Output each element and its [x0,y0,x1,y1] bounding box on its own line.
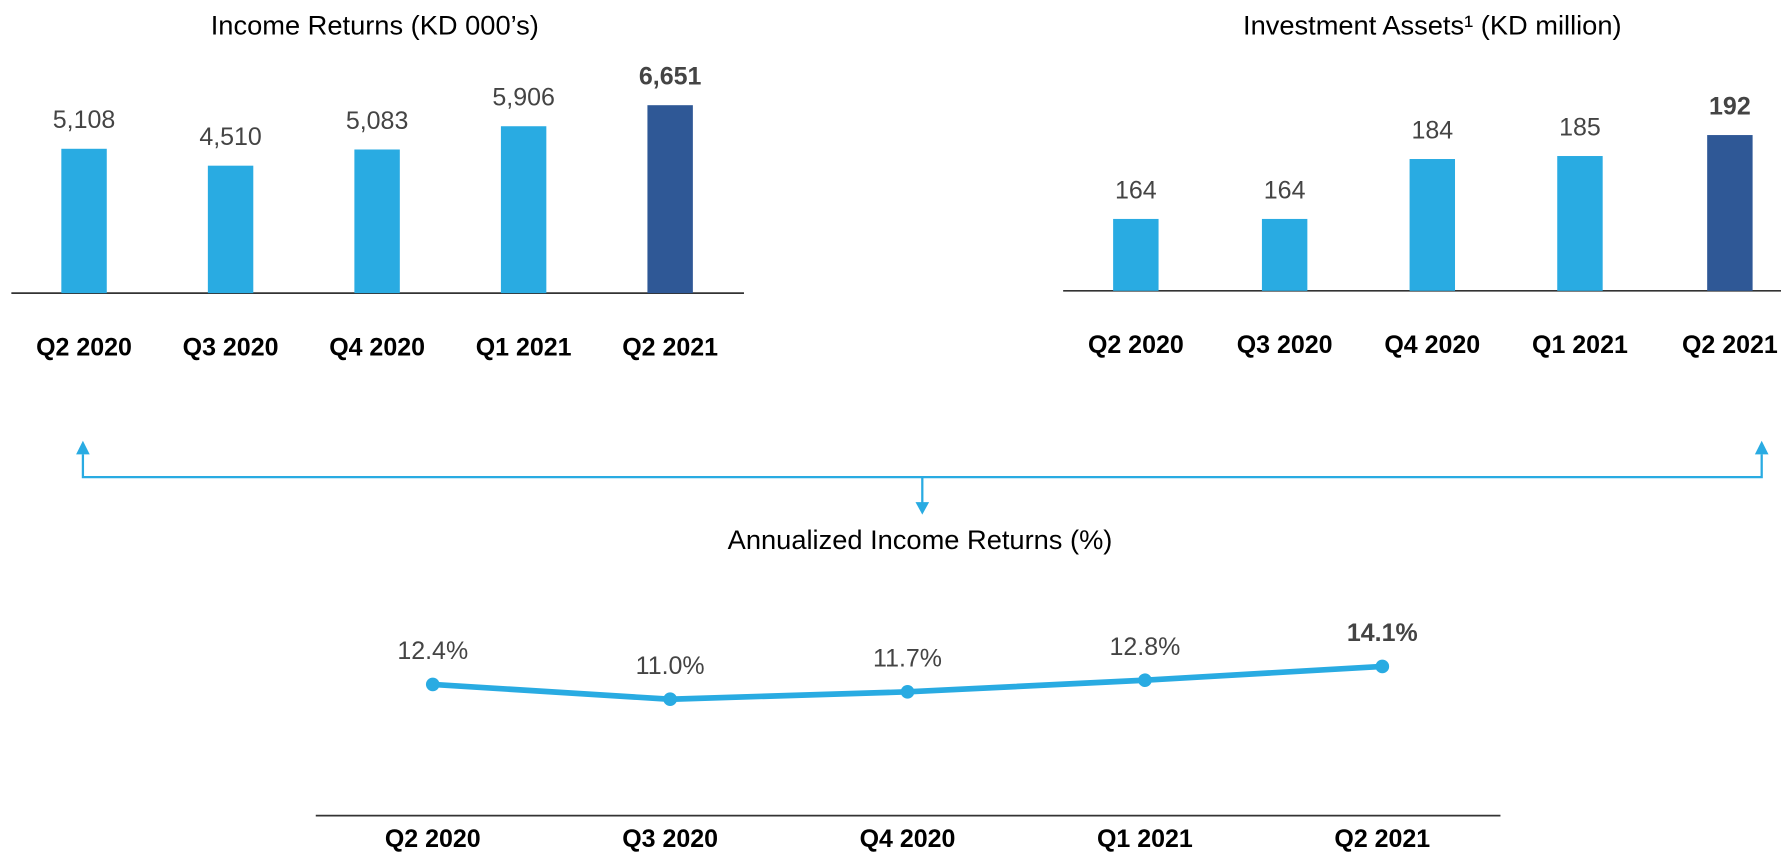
x-tick-label: Q3 2020 [622,825,718,852]
value-label: 12.8% [1110,633,1181,661]
x-tick-label: Q1 2021 [476,333,572,361]
x-tick-label: Q2 2021 [622,333,718,361]
point [663,692,677,707]
x-tick-label: Q2 2020 [385,825,481,852]
arrowhead [915,502,930,515]
point [1138,673,1152,688]
x-tick-label: Q2 2020 [1088,331,1184,359]
value-label: 11.7% [873,645,942,673]
x-tick-label: Q3 2020 [1237,331,1333,359]
value-label: 5,906 [492,84,554,112]
bar [1261,218,1308,291]
bar [500,126,547,294]
x-tick-label: Q2 2021 [1334,825,1430,852]
bar [207,165,254,294]
x-tick-label: Q1 2021 [1097,825,1193,852]
value-label: 12.4% [397,637,468,665]
value-label: 5,083 [346,107,408,135]
x-tick-label: Q2 2021 [1682,331,1778,359]
bar [647,105,693,294]
x-tick-label: Q4 2020 [329,333,425,361]
arrowheads [76,440,1769,515]
point [425,677,440,692]
arrowhead [76,440,90,455]
connector [81,454,1763,505]
bar [1557,156,1603,291]
point [1375,659,1390,674]
chart-title: Investment Assets¹ (KD million) [1243,10,1622,41]
value-label: 4,510 [199,123,261,151]
x-tick-label: Q3 2020 [183,333,279,361]
x-tick-label: Q4 2020 [1384,331,1480,359]
chart-title: Income Returns (KD 000’s) [211,10,539,41]
value-label: 164 [1115,176,1157,204]
bar [354,149,400,294]
value-label: 192 [1709,92,1751,120]
value-label: 11.0% [636,652,705,680]
bar [1113,218,1159,291]
bar [1707,135,1753,291]
value-label: 5,108 [53,106,115,134]
chart-title: Annualized Income Returns (%) [728,524,1113,555]
x-tick-label: Q4 2020 [860,825,956,852]
bar [1409,159,1456,291]
point [900,685,915,699]
bar [61,148,107,294]
arrowhead [1754,440,1769,455]
value-label: 14.1% [1347,619,1418,647]
value-label: 6,651 [639,63,702,91]
value-label: 185 [1559,113,1601,141]
connector-line [81,454,1763,479]
value-label: 164 [1264,176,1306,204]
value-label: 184 [1411,116,1453,144]
x-tick-label: Q1 2021 [1532,331,1628,359]
x-tick-label: Q2 2020 [36,333,132,361]
